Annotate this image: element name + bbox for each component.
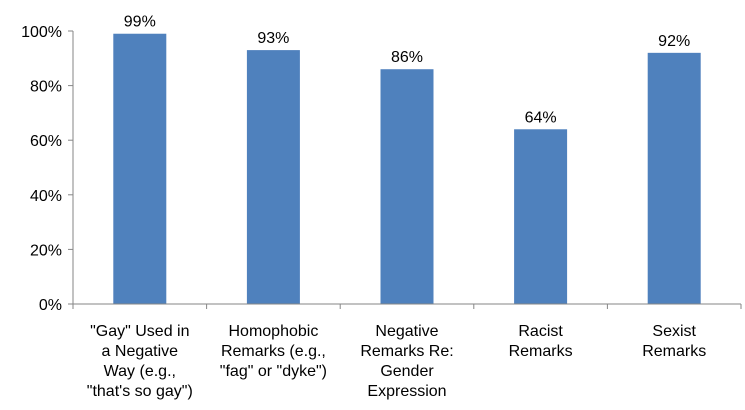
data-label: 64% bbox=[525, 109, 557, 126]
category-label-line: Remarks bbox=[509, 343, 573, 360]
data-label: 92% bbox=[658, 33, 690, 50]
category-label-line: Remarks bbox=[642, 343, 706, 360]
category-label-line: "Gay" Used in bbox=[90, 323, 189, 340]
bar bbox=[380, 69, 434, 304]
category-label-line: Gender bbox=[380, 363, 434, 380]
x-axis bbox=[72, 303, 742, 309]
y-tick-label: 0% bbox=[39, 297, 62, 314]
category-label-line: Homophobic bbox=[228, 323, 318, 340]
bar bbox=[514, 129, 568, 304]
category-label-line: Sexist bbox=[652, 323, 696, 340]
category-label: Sexist Remarks bbox=[642, 323, 706, 360]
category-label-line: a Negative bbox=[102, 343, 179, 360]
data-label: 86% bbox=[391, 49, 423, 66]
category-label: "Gay" Used in a Negative Way (e.g., "that's… bbox=[87, 323, 193, 400]
y-tick-label: 80% bbox=[30, 79, 62, 96]
category-label-line: Negative bbox=[375, 323, 438, 340]
category-label-line: "that's so gay") bbox=[87, 383, 193, 400]
category-label-line: Remarks Re: bbox=[360, 343, 453, 360]
category-label-line: Way (e.g., bbox=[104, 363, 176, 380]
category-label: Racist Remarks bbox=[509, 323, 573, 360]
category-label-line: Racist bbox=[518, 323, 563, 340]
data-labels: 99% 93% 86% 64% 92% bbox=[124, 14, 690, 127]
y-axis: 0% 20% 40% 60% 80% 100% bbox=[21, 24, 74, 314]
y-tick-label: 40% bbox=[30, 188, 62, 205]
bar bbox=[113, 33, 167, 304]
y-tick-label: 100% bbox=[21, 24, 62, 41]
category-labels: "Gay" Used in a Negative Way (e.g., "that's… bbox=[87, 323, 706, 400]
bar bbox=[246, 50, 300, 304]
category-label: Homophobic Remarks (e.g., "fag" or "dyke") bbox=[220, 323, 327, 380]
category-label: Negative Remarks Re: Gender Expression bbox=[360, 323, 453, 400]
y-tick-label: 60% bbox=[30, 133, 62, 150]
category-label-line: Remarks (e.g., bbox=[221, 343, 326, 360]
data-label: 99% bbox=[124, 14, 156, 31]
bars bbox=[113, 33, 701, 305]
category-label-line: "fag" or "dyke") bbox=[220, 363, 327, 380]
category-label-line: Expression bbox=[367, 383, 446, 400]
y-tick-label: 20% bbox=[30, 242, 62, 259]
data-label: 93% bbox=[257, 30, 289, 47]
bar bbox=[647, 52, 701, 305]
